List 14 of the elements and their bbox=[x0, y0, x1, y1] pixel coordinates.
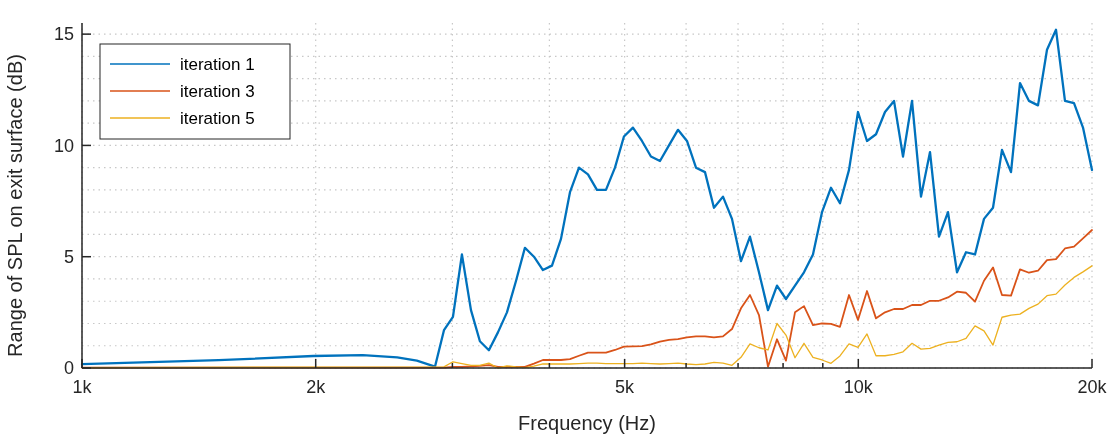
y-tick-label: 15 bbox=[53, 24, 74, 45]
y-tick-label: 0 bbox=[63, 358, 74, 379]
x-tick-label: 20k bbox=[1077, 377, 1108, 397]
legend-label: iteration 1 bbox=[180, 54, 255, 74]
legend-label: iteration 3 bbox=[180, 81, 255, 101]
y-axis-title: Range of SPL on exit surface (dB) bbox=[4, 54, 26, 357]
x-axis-title: Frequency (Hz) bbox=[518, 412, 656, 434]
legend-label: iteration 5 bbox=[180, 108, 255, 128]
x-tick-label: 2k bbox=[306, 377, 327, 397]
x-tick-label: 10k bbox=[843, 377, 874, 397]
x-tick-label: 5k bbox=[615, 377, 636, 397]
x-tick-label: 1k bbox=[72, 377, 93, 397]
y-tick-label: 5 bbox=[63, 247, 74, 268]
y-tick-label: 10 bbox=[53, 135, 74, 156]
